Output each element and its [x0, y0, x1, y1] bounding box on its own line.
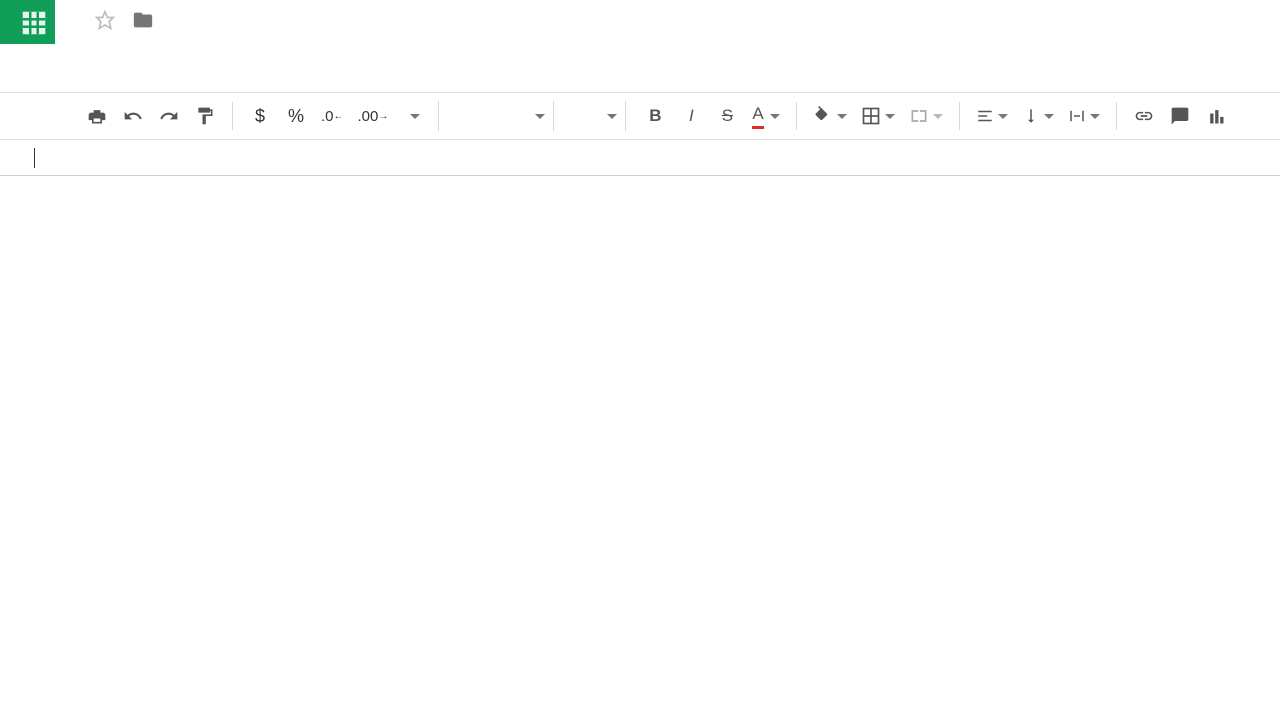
link-icon[interactable]: [1129, 101, 1159, 131]
borders-button[interactable]: [857, 101, 899, 131]
v-align-button[interactable]: [1018, 101, 1058, 131]
folder-icon[interactable]: [131, 9, 155, 36]
chart-icon[interactable]: [1201, 101, 1231, 131]
print-icon[interactable]: [82, 101, 112, 131]
comment-icon[interactable]: [1165, 101, 1195, 131]
h-align-button[interactable]: [972, 101, 1012, 131]
paint-format-icon[interactable]: [190, 101, 220, 131]
wrap-button[interactable]: [1064, 101, 1104, 131]
menubar: [0, 44, 1280, 92]
toolbar: $ % .0← .00→ B I S A: [0, 92, 1280, 140]
bold-button[interactable]: B: [640, 101, 670, 131]
currency-button[interactable]: $: [245, 101, 275, 131]
decrease-decimal-button[interactable]: .0←: [317, 101, 348, 131]
font-size-select[interactable]: [564, 101, 626, 131]
sheets-logo: [0, 0, 55, 44]
increase-decimal-button[interactable]: .00→: [354, 101, 393, 131]
star-icon[interactable]: [95, 10, 115, 35]
strike-button[interactable]: S: [712, 101, 742, 131]
number-format-button[interactable]: [398, 101, 428, 131]
percent-button[interactable]: %: [281, 101, 311, 131]
undo-icon[interactable]: [118, 101, 148, 131]
formula-bar[interactable]: [0, 140, 1280, 176]
merge-button[interactable]: [905, 101, 947, 131]
italic-button[interactable]: I: [676, 101, 706, 131]
text-color-button[interactable]: A: [748, 101, 783, 131]
fill-color-button[interactable]: [809, 101, 851, 131]
redo-icon[interactable]: [154, 101, 184, 131]
font-select[interactable]: [438, 101, 554, 131]
